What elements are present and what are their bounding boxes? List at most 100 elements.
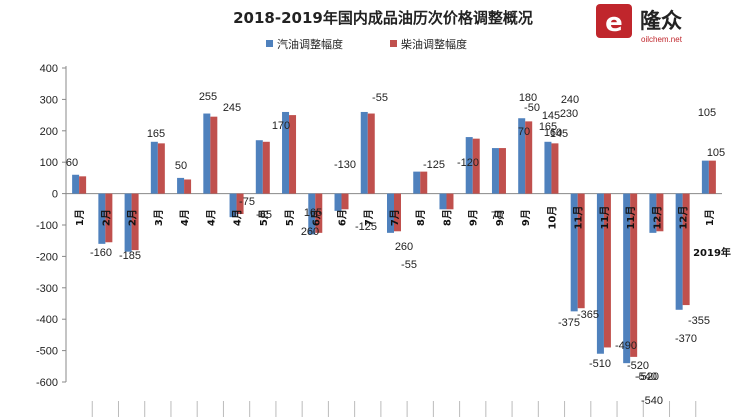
bar-diesel-21 [630,193,638,357]
bar-diesel-18 [551,143,559,194]
x-tick-label: 12月 [678,206,690,230]
bar-diesel-6 [236,193,244,215]
data-label: 70 [491,210,503,222]
x-tick-label: 4月 [232,209,244,226]
x-tick-label: 5月 [258,209,270,226]
x-tick-label: 11月 [573,206,585,230]
bar-gasoline-16 [491,148,499,194]
legend-swatch-diesel [390,40,397,47]
e-logo-glyph: e [605,8,623,38]
data-label: 70 [518,126,530,138]
y-tick-label: -300 [36,283,58,295]
legend-swatch-gasoline [266,40,273,47]
x-tick-label: 1月 [704,209,716,226]
x-tick-label: 9月 [520,209,532,226]
y-tick-label: 200 [40,126,58,138]
data-label: -55 [401,259,417,271]
data-label: -160 [90,247,112,259]
data-label: -375 [558,317,580,329]
bar-gasoline-14 [439,193,447,210]
bar-diesel-9 [315,193,323,233]
x-tick-label: 7月 [389,209,401,226]
data-label: -125 [423,159,445,171]
x-tick-label: 8月 [441,209,453,226]
e-logo-icon [596,4,632,38]
data-label: -520 [627,360,649,372]
data-label: 145 [550,128,568,140]
bar-gasoline-6 [229,193,237,218]
data-label: 145 [542,110,560,122]
data-label: -365 [577,309,599,321]
data-label: -185 [119,250,141,262]
y-tick-label: 100 [40,157,58,169]
bar-diesel-15 [472,138,480,194]
y-tick-label: -600 [36,377,58,389]
bar-diesel-0 [79,176,87,194]
data-label: -55 [372,92,388,104]
bar-diesel-17 [525,121,533,194]
data-label: 230 [560,108,578,120]
bar-gasoline-1 [98,193,106,244]
bar-diesel-10 [341,193,349,210]
bar-diesel-14 [446,193,454,210]
bar-diesel-22 [656,193,664,232]
data-label: -130 [334,159,356,171]
bar-gasoline-2 [124,193,132,252]
x-tick-label: 8月 [415,209,427,226]
x-tick-label: 6月 [310,209,322,226]
data-label: -520 [637,371,659,383]
bar-gasoline-22 [649,193,657,233]
bar-gasoline-23 [675,193,683,310]
data-label: 105 [698,107,716,119]
x-tick-label: 2月 [100,209,112,226]
y-tick-label: 400 [40,63,58,75]
bar-gasoline-7 [255,140,263,194]
bar-diesel-5 [210,116,218,194]
data-label: 165 [147,128,165,140]
data-label: -540 [635,371,657,383]
x-tick-label: 6月 [337,209,349,226]
bar-gasoline-9 [308,193,316,235]
bar-diesel-13 [420,171,428,194]
data-label: -510 [589,358,611,370]
x-tick-label: 7月 [363,209,375,226]
bar-diesel-4 [184,179,192,194]
bar-gasoline-19 [570,193,578,312]
axes: 400 300 200 100 0 -100 -200 -300 -400 -500 -600 [36,63,722,417]
bar-gasoline-3 [150,141,158,194]
data-label: 255 [199,91,217,103]
bar-diesel-12 [394,193,401,232]
legend-label-gasoline: 汽油调整幅度 [277,37,343,51]
x-tick-label: 11月 [625,206,637,230]
x-tick-label: 3月 [153,209,165,226]
y-tick-label: -200 [36,251,58,263]
legend: 汽油调整幅度 柴油调整幅度 [266,37,467,51]
logo-url: oilchem.net [641,35,683,44]
bar-diesel-7 [262,141,270,194]
bar-gasoline-18 [544,141,552,194]
bar-gasoline-8 [282,111,290,194]
bar-diesel-23 [682,193,690,306]
bar-gasoline-4 [177,177,185,194]
x-tick-label: 4月 [179,209,191,226]
data-label: -370 [675,333,697,345]
data-label: 260 [301,226,319,238]
bar-diesel-19 [577,193,585,309]
data-label: 165 [304,207,322,219]
logo-name: 隆众 [640,9,682,33]
bar-gasoline-21 [623,193,631,364]
bar-gasoline-0 [72,174,80,194]
bar-gasoline-17 [518,118,526,194]
data-label: -125 [355,221,377,233]
logo: e 隆众 oilchem.net [596,4,683,44]
bar-gasoline-24 [701,160,709,194]
data-label: 60 [66,157,78,169]
bar-diesel-16 [498,148,506,194]
bar-diesel-2 [131,193,139,251]
data-label: -120 [457,157,479,169]
x-tick-label: 9月 [494,209,506,226]
data-label: -355 [688,315,710,327]
bars [72,111,716,364]
data-label: 260 [395,241,413,253]
